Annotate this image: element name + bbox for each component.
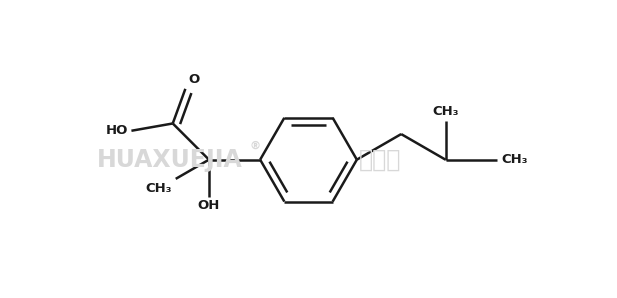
Text: HUAXUEJIA: HUAXUEJIA xyxy=(97,148,242,172)
Text: O: O xyxy=(188,73,199,86)
Text: 化学加: 化学加 xyxy=(358,148,401,172)
Text: ®: ® xyxy=(250,140,261,150)
Text: CH₃: CH₃ xyxy=(501,153,528,166)
Text: OH: OH xyxy=(198,199,220,212)
Text: HO: HO xyxy=(106,124,128,137)
Text: CH₃: CH₃ xyxy=(433,105,459,118)
Text: CH₃: CH₃ xyxy=(145,182,172,195)
